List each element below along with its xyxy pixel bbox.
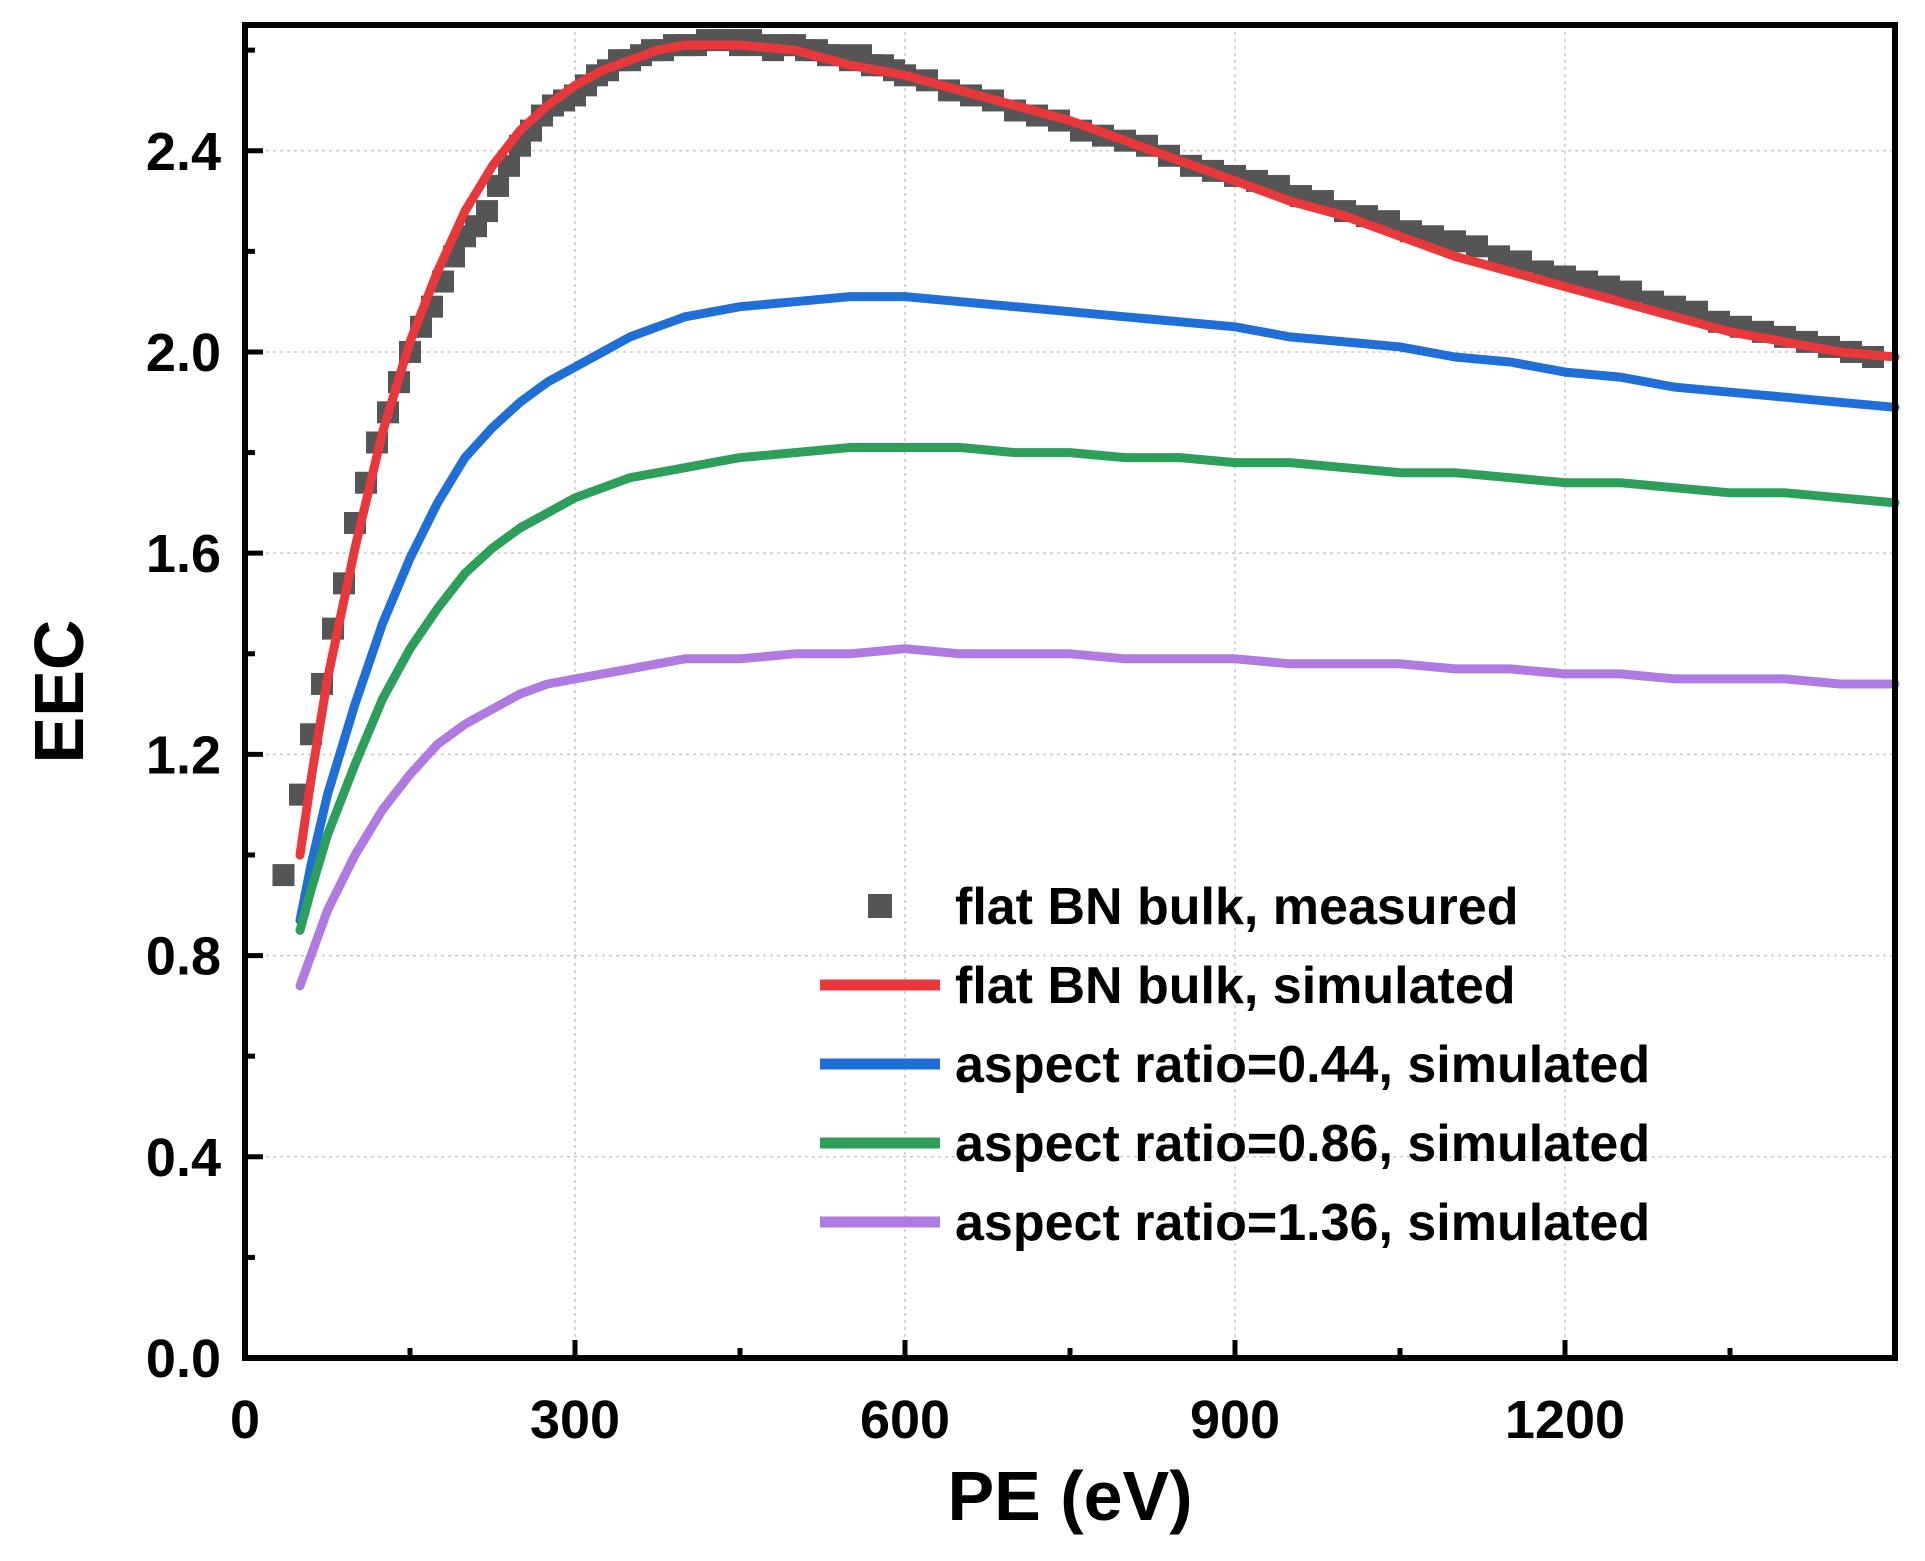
series-line bbox=[295, 644, 1900, 991]
data-point bbox=[1488, 245, 1510, 268]
y-tick-label: 1.2 bbox=[146, 725, 221, 785]
series-2 bbox=[295, 292, 1900, 925]
x-tick-label: 1200 bbox=[1505, 1390, 1625, 1450]
series-line bbox=[295, 443, 1900, 935]
x-tick-label: 600 bbox=[860, 1390, 950, 1450]
series-line bbox=[295, 40, 1900, 860]
x-tick-label: 900 bbox=[1190, 1390, 1280, 1450]
legend-label: flat BN bulk, measured bbox=[955, 878, 1518, 936]
legend-entry-1: flat BN bulk, simulated bbox=[820, 957, 1516, 1015]
data-point bbox=[1598, 275, 1620, 298]
legend-entry-4: aspect ratio=1.36, simulated bbox=[820, 1194, 1650, 1252]
data-point bbox=[272, 864, 295, 887]
y-tick-label: 0.0 bbox=[146, 1329, 221, 1389]
legend: flat BN bulk, measured flat BN bulk, simu… bbox=[820, 878, 1650, 1252]
legend-entry-3: aspect ratio=0.86, simulated bbox=[820, 1115, 1650, 1173]
legend-label: flat BN bulk, simulated bbox=[955, 957, 1516, 1015]
data-series bbox=[272, 29, 1900, 991]
x-tick-label: 0 bbox=[230, 1390, 260, 1450]
data-point bbox=[1510, 250, 1532, 273]
legend-entry-0: flat BN bulk, measured bbox=[868, 878, 1518, 936]
series-line bbox=[295, 292, 1900, 925]
data-point bbox=[1444, 230, 1466, 253]
legend-marker bbox=[868, 894, 892, 918]
data-point bbox=[487, 174, 509, 197]
legend-label: aspect ratio=0.86, simulated bbox=[955, 1115, 1650, 1173]
y-tick-label: 2.4 bbox=[146, 122, 221, 182]
series-3 bbox=[295, 443, 1900, 935]
data-point bbox=[1620, 280, 1642, 303]
data-point bbox=[498, 154, 520, 177]
x-tick-label: 300 bbox=[530, 1390, 620, 1450]
y-tick-label: 2.0 bbox=[146, 323, 221, 383]
legend-label: aspect ratio=0.44, simulated bbox=[955, 1036, 1650, 1094]
axes: 0 300 600 900 1200 0.0 0.4 0.8 1.2 1.6 2.0 2.4 bbox=[146, 47, 1733, 1450]
y-tick-label: 1.6 bbox=[146, 524, 221, 584]
gridlines bbox=[245, 25, 1895, 1358]
y-axis-title: EEC bbox=[20, 620, 98, 764]
y-tick-label: 0.8 bbox=[146, 927, 221, 987]
data-point bbox=[1466, 235, 1488, 258]
series-1 bbox=[295, 40, 1900, 860]
y-tick-label: 0.4 bbox=[146, 1128, 221, 1188]
legend-entry-2: aspect ratio=0.44, simulated bbox=[820, 1036, 1650, 1094]
legend-label: aspect ratio=1.36, simulated bbox=[955, 1194, 1650, 1252]
series-4 bbox=[295, 644, 1900, 991]
x-axis-title: PE (eV) bbox=[947, 1457, 1192, 1535]
data-point bbox=[476, 200, 498, 223]
